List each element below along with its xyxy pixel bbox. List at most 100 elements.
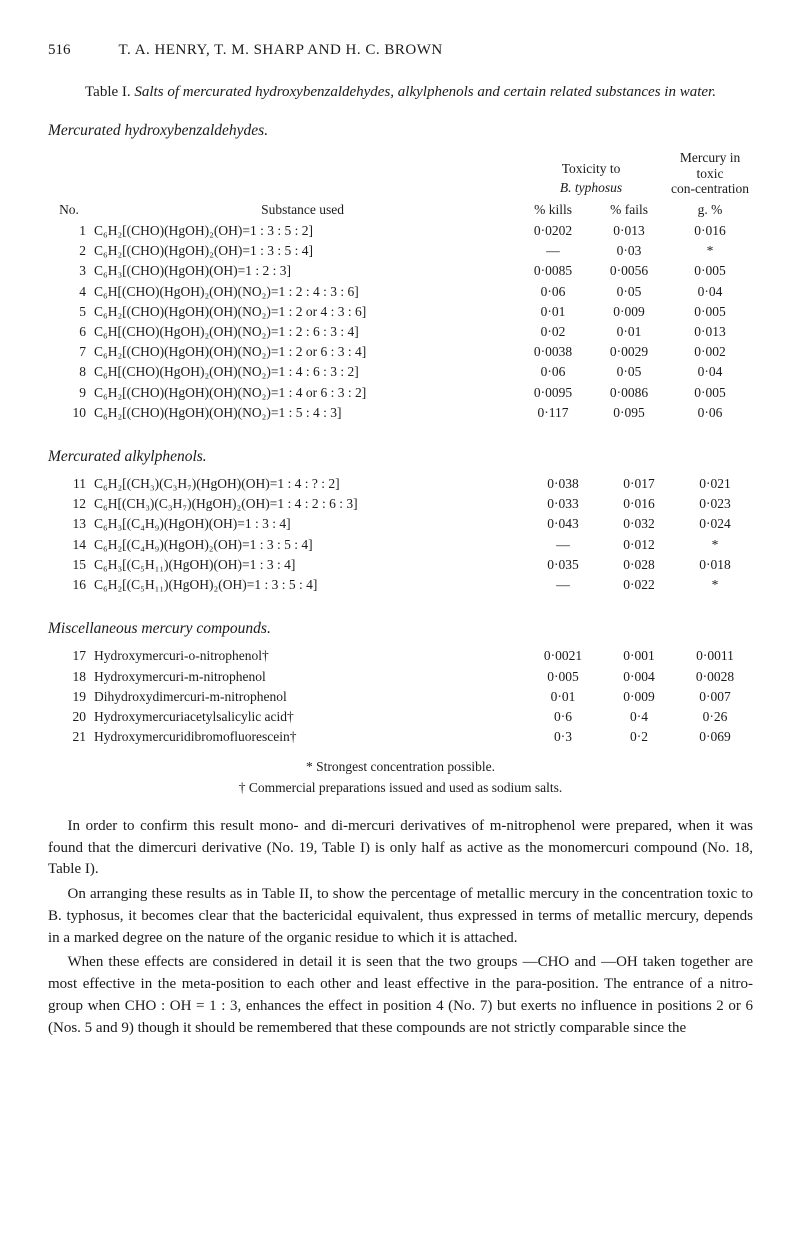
cell-kills: —	[515, 241, 591, 261]
cell-no: 7	[48, 342, 90, 362]
cell-substance: C₆H₂[(CHO)(HgOH)(OH)(NO₂)=1 : 2 or 6 : 3…	[90, 342, 515, 362]
cell-gpct: *	[667, 241, 753, 261]
cell-fails: 0·03	[591, 241, 667, 261]
table-row: 8C₆H[(CHO)(HgOH)₂(OH)(NO₂)=1 : 4 : 6 : 3…	[48, 362, 753, 382]
cell-no: 21	[48, 727, 90, 747]
table-caption-text: Salts of mercurated hydroxybenzaldehydes…	[134, 84, 716, 100]
cell-kills: —	[525, 535, 601, 555]
cell-substance: C₆H₂[(CHO)(HgOH)(OH)(NO₂)=1 : 5 : 4 : 3]	[90, 403, 515, 423]
cell-fails: 0·0029	[591, 342, 667, 362]
table-row: 4C₆H[(CHO)(HgOH)₂(OH)(NO₂)=1 : 2 : 4 : 3…	[48, 282, 753, 302]
cell-kills: 0·033	[525, 494, 601, 514]
cell-substance: C₆H₂[(C₅H₁₁)(HgOH)₂(OH)=1 : 3 : 5 : 4]	[90, 575, 525, 595]
cell-no: 8	[48, 362, 90, 382]
table-row: 20Hydroxymercuriacetylsalicylic acid†0·6…	[48, 707, 753, 727]
cell-substance: C₆H[(CHO)(HgOH)₂(OH)(NO₂)=1 : 2 : 4 : 3 …	[90, 282, 515, 302]
cell-kills: 0·01	[525, 687, 601, 707]
cell-kills: 0·0021	[525, 646, 601, 666]
cell-gpct: 0·021	[677, 474, 753, 494]
cell-no: 20	[48, 707, 90, 727]
data-table-c: 17Hydroxymercuri-o-nitrophenol†0·00210·0…	[48, 646, 753, 747]
cell-fails: 0·004	[601, 667, 677, 687]
table-number: Table I.	[85, 84, 131, 100]
cell-kills: 0·043	[525, 514, 601, 534]
cell-gpct: 0·007	[677, 687, 753, 707]
table-row: 19Dihydroxydimercuri-m-nitrophenol0·010·…	[48, 687, 753, 707]
cell-substance: C₆H₂[(CHO)(HgOH)(OH)(NO₂)=1 : 4 or 6 : 3…	[90, 383, 515, 403]
cell-substance: Hydroxymercuri-o-nitrophenol†	[90, 646, 525, 666]
mercury-super: Mercury in toxic con‑centration	[671, 150, 749, 196]
table-row: 21Hydroxymercuridibromofluorescein†0·30·…	[48, 727, 753, 747]
cell-no: 9	[48, 383, 90, 403]
cell-kills: 0·02	[515, 322, 591, 342]
footnotes: * Strongest concentration possible. † Co…	[48, 757, 753, 798]
cell-gpct: 0·04	[667, 282, 753, 302]
data-table-b: 11C₆H₂[(CH₃)(C₃H₇)(HgOH)(OH)=1 : 4 : ? :…	[48, 474, 753, 595]
cell-fails: 0·032	[601, 514, 677, 534]
cell-gpct: 0·005	[667, 302, 753, 322]
toxicity-super2: B. typhosus	[560, 180, 622, 195]
cell-substance: C₆H₃[(C₄H₉)(HgOH)(OH)=1 : 3 : 4]	[90, 514, 525, 534]
cell-fails: 0·016	[601, 494, 677, 514]
cell-fails: 0·013	[591, 221, 667, 241]
cell-gpct: *	[677, 535, 753, 555]
cell-substance: C₆H₃[(C₅H₁₁)(HgOH)(OH)=1 : 3 : 4]	[90, 555, 525, 575]
superhead-row: Toxicity to B. typhosus Mercury in toxic…	[48, 148, 753, 199]
cell-no: 4	[48, 282, 90, 302]
cell-kills: 0·005	[525, 667, 601, 687]
table-row: 5C₆H₂[(CHO)(HgOH)(OH)(NO₂)=1 : 2 or 4 : …	[48, 302, 753, 322]
cell-gpct: 0·016	[667, 221, 753, 241]
cell-no: 18	[48, 667, 90, 687]
cell-gpct: 0·06	[667, 403, 753, 423]
cell-no: 1	[48, 221, 90, 241]
table-row: 1C₆H₂[(CHO)(HgOH)₂(OH)=1 : 3 : 5 : 2]0·0…	[48, 221, 753, 241]
cell-fails: 0·009	[601, 687, 677, 707]
cell-kills: 0·6	[525, 707, 601, 727]
cell-kills: 0·0038	[515, 342, 591, 362]
tbody-c: 17Hydroxymercuri-o-nitrophenol†0·00210·0…	[48, 646, 753, 747]
table-row: 6C₆H[(CHO)(HgOH)₂(OH)(NO₂)=1 : 2 : 6 : 3…	[48, 322, 753, 342]
section-heading-b: Mercurated alkylphenols.	[48, 447, 753, 468]
cell-gpct: 0·0011	[677, 646, 753, 666]
table-row: 12C₆H[(CH₃)(C₃H₇)(HgOH)₂(OH)=1 : 4 : 2 :…	[48, 494, 753, 514]
cell-substance: C₆H₂[(C₄H₉)(HgOH)₂(OH)=1 : 3 : 5 : 4]	[90, 535, 525, 555]
para-3: When these effects are considered in det…	[48, 952, 753, 1039]
cell-no: 11	[48, 474, 90, 494]
cell-kills: 0·0202	[515, 221, 591, 241]
para-1: In order to confirm this result mono- an…	[48, 816, 753, 881]
cell-fails: 0·022	[601, 575, 677, 595]
page-number: 516	[48, 40, 71, 60]
cell-no: 17	[48, 646, 90, 666]
cell-fails: 0·028	[601, 555, 677, 575]
header-row: No. Substance used % kills % fails g. %	[48, 199, 753, 221]
cell-gpct: 0·023	[677, 494, 753, 514]
cell-no: 19	[48, 687, 90, 707]
cell-kills: 0·035	[525, 555, 601, 575]
cell-substance: C₆H₂[(CHO)(HgOH)₂(OH)=1 : 3 : 5 : 2]	[90, 221, 515, 241]
data-table: Toxicity to B. typhosus Mercury in toxic…	[48, 148, 753, 423]
cell-no: 16	[48, 575, 90, 595]
cell-gpct: 0·002	[667, 342, 753, 362]
cell-fails: 0·0086	[591, 383, 667, 403]
th-kills: % kills	[515, 199, 591, 221]
cell-kills: —	[525, 575, 601, 595]
cell-fails: 0·4	[601, 707, 677, 727]
cell-gpct: 0·04	[667, 362, 753, 382]
toxicity-super1: Toxicity to	[562, 161, 621, 176]
section-heading-a: Mercurated hydroxybenzaldehydes.	[48, 121, 753, 142]
cell-fails: 0·01	[591, 322, 667, 342]
cell-gpct: *	[677, 575, 753, 595]
th-fails: % fails	[591, 199, 667, 221]
cell-no: 5	[48, 302, 90, 322]
cell-no: 2	[48, 241, 90, 261]
cell-substance: C₆H[(CH₃)(C₃H₇)(HgOH)₂(OH)=1 : 4 : 2 : 6…	[90, 494, 525, 514]
cell-kills: 0·117	[515, 403, 591, 423]
table-row: 9C₆H₂[(CHO)(HgOH)(OH)(NO₂)=1 : 4 or 6 : …	[48, 383, 753, 403]
cell-substance: Hydroxymercuriacetylsalicylic acid†	[90, 707, 525, 727]
cell-no: 15	[48, 555, 90, 575]
table-row: 15C₆H₃[(C₅H₁₁)(HgOH)(OH)=1 : 3 : 4]0·035…	[48, 555, 753, 575]
table-row: 3C₆H₃[(CHO)(HgOH)(OH)=1 : 2 : 3]0·00850·…	[48, 261, 753, 281]
cell-no: 6	[48, 322, 90, 342]
th-gpct: g. %	[667, 199, 753, 221]
cell-fails: 0·0056	[591, 261, 667, 281]
